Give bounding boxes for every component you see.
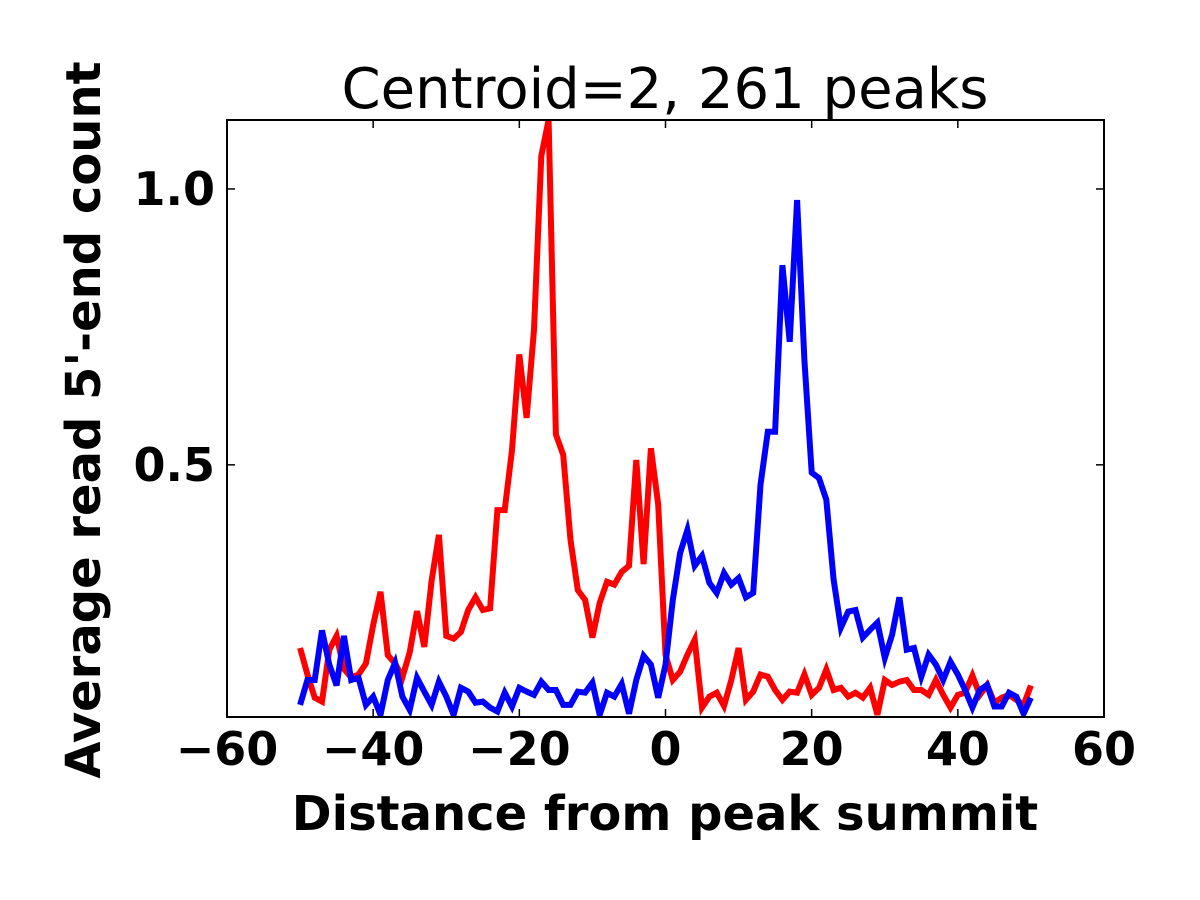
series-line-red [297,120,1034,717]
x-tick-label: 20 [780,722,844,776]
series-line-blue [297,199,1034,717]
ticks-group: −60 −40 −20 0 20 40 60 0.5 1.0 [134,120,1136,776]
x-tick-label: 0 [649,722,681,776]
y-axis-label: Average read 5'-end count [56,61,112,778]
x-axis-label: Distance from peak summit [292,786,1038,842]
x-tick-label: 40 [926,722,990,776]
series-group [297,120,1034,717]
y-tick-label: 1.0 [134,162,216,216]
x-tick-label: −60 [176,722,279,776]
chart-title: Centroid=2, 261 peaks [342,57,989,122]
x-tick-label: −40 [322,722,425,776]
x-tick-label: −20 [468,722,571,776]
y-tick-label: 0.5 [134,438,216,492]
x-tick-label: 60 [1072,722,1136,776]
